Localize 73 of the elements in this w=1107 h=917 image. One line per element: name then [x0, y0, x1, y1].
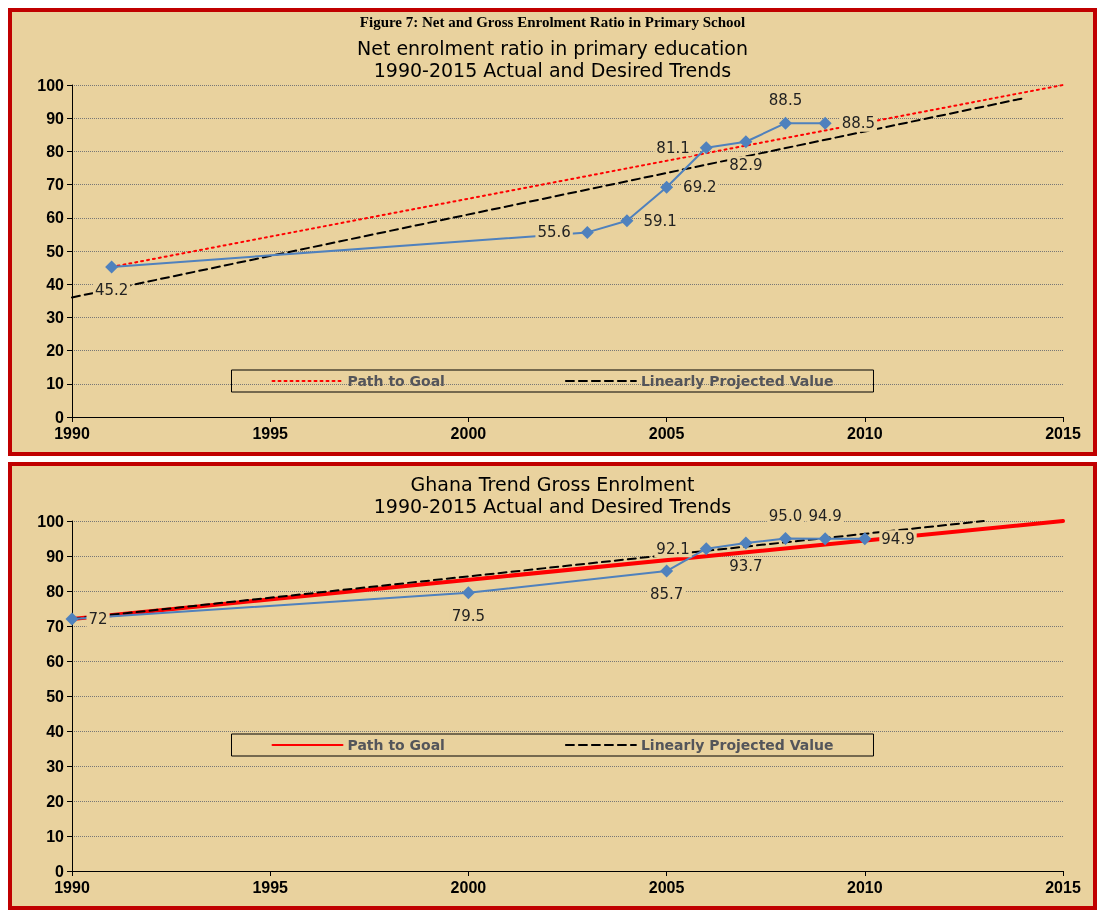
y-tick-label: 0: [55, 408, 65, 426]
data-label: 55.6: [537, 223, 571, 242]
data-label: 94.9: [881, 529, 915, 548]
point: [818, 116, 832, 130]
y-tick-label: 80: [46, 142, 65, 160]
point: [105, 260, 119, 274]
y-tick-label: 80: [46, 582, 65, 600]
x-tick-label: 2010: [847, 424, 883, 442]
y-tick-label: 10: [46, 375, 65, 393]
y-tick-label: 20: [46, 792, 65, 810]
data-label: 79.5: [451, 606, 486, 625]
x-tick-label: 1990: [54, 424, 90, 442]
data-label: 72: [88, 610, 108, 628]
data-label: 88.5: [841, 114, 876, 133]
y-tick-label: 100: [37, 512, 65, 530]
y-tick-label: 30: [46, 757, 65, 775]
y-tick-label: 50: [46, 687, 65, 705]
point: [660, 180, 674, 194]
y-tick-label: 40: [46, 275, 65, 293]
x-tick-label: 2015: [1045, 424, 1081, 442]
point: [660, 564, 674, 578]
y-tick-label: 40: [46, 722, 65, 740]
y-tick-label: 0: [55, 862, 65, 880]
chart-title: Net enrolment ratio in primary education 1990-2015 Actual and Desired Trends: [356, 37, 749, 81]
point: [858, 532, 872, 546]
x-tick-label: 1990: [54, 878, 90, 896]
data-label: 92.1: [656, 539, 690, 558]
x-tick-label: 2005: [648, 878, 685, 896]
y-tick-label: 100: [37, 76, 65, 94]
data-label: 93.7: [729, 557, 763, 576]
chart-title: Ghana Trend Gross Enrolment 1990-2015 Actual and Desired Trends: [373, 473, 732, 517]
y-tick-label: 20: [46, 342, 65, 360]
data-label: 59.1: [643, 211, 677, 230]
legend-label: Linearly Projected Value: [640, 373, 834, 389]
point: [818, 532, 832, 546]
y-tick-label: 90: [46, 109, 65, 127]
point: [699, 141, 713, 155]
x-tick-label: 2000: [450, 878, 487, 896]
y-tick-label: 10: [46, 827, 65, 845]
y-tick-label: 70: [46, 617, 65, 635]
point: [739, 536, 753, 550]
x-tick-label: 1995: [252, 424, 289, 442]
data-label: 88.5: [768, 91, 803, 110]
x-tick-label: 2010: [847, 878, 883, 896]
legend-label: Path to Goal: [347, 373, 445, 389]
y-tick-label: 90: [46, 547, 65, 565]
data-label: 82.9: [729, 155, 763, 174]
y-tick-label: 60: [46, 652, 65, 670]
data-label: 69.2: [683, 178, 717, 197]
point: [580, 225, 594, 239]
x-tick-label: 2015: [1045, 878, 1081, 896]
x-tick-label: 2000: [450, 424, 487, 442]
point: [739, 135, 753, 149]
point: [620, 214, 634, 228]
point: [461, 586, 475, 600]
data-label: 81.1: [656, 138, 690, 157]
data-label: 85.7: [649, 585, 684, 604]
y-tick-label: 50: [46, 242, 65, 260]
point: [779, 116, 793, 130]
point: [779, 532, 793, 545]
y-tick-label: 70: [46, 176, 65, 194]
y-tick-label: 60: [46, 209, 65, 227]
data-label: 95.0: [768, 506, 803, 525]
data-label: 45.2: [94, 280, 129, 299]
point: [699, 542, 713, 556]
legend-label: Path to Goal: [347, 737, 445, 753]
y-tick-label: 30: [46, 308, 65, 326]
x-tick-label: 2005: [648, 424, 685, 442]
data-label: 94.9: [808, 506, 842, 525]
legend-label: Linearly Projected Value: [640, 737, 834, 753]
point: [65, 612, 79, 626]
x-tick-label: 1995: [252, 878, 289, 896]
caption: Figure 7: Net and Gross Enrolment Ratio in Primary School: [359, 13, 746, 30]
